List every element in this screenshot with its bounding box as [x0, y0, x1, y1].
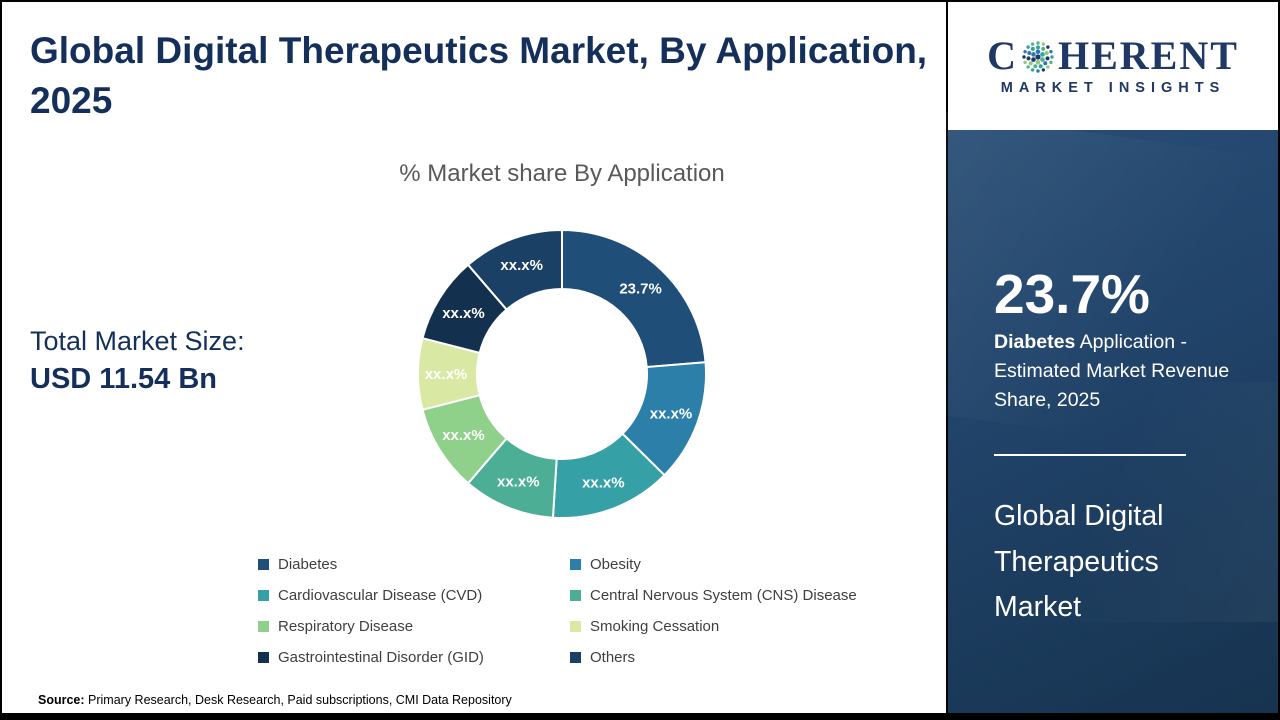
donut-segment-label: xx.x% — [425, 366, 468, 383]
legend-swatch — [258, 652, 269, 663]
brand-wordmark: C HERENT — [987, 36, 1239, 76]
donut-segment-label: 23.7% — [619, 281, 662, 298]
legend-label: Gastrointestinal Disorder (GID) — [278, 649, 484, 666]
donut-segment-7 — [466, 228, 563, 311]
donut-segment-0 — [561, 228, 707, 369]
brand-letter-c: C — [987, 33, 1018, 78]
total-market-size-value: USD 11.54 Bn — [30, 363, 217, 395]
legend-label: Respiratory Disease — [278, 618, 414, 635]
main-panel: Global Digital Therapeutics Market, By A… — [2, 2, 950, 713]
legend-swatch — [258, 621, 269, 632]
total-market-size: Total Market Size: USD 11.54 Bn — [30, 326, 245, 396]
source-label: Source: — [38, 693, 85, 707]
brand-letters-rest: HERENT — [1057, 33, 1239, 78]
legend-swatch — [570, 559, 581, 570]
sidebar-market-title: Global Digital Therapeutics Market — [994, 500, 1164, 624]
legend-item: Cardiovascular Disease (CVD) — [258, 585, 570, 606]
donut-segment-label: xx.x% — [497, 473, 540, 490]
total-market-size-label: Total Market Size: — [30, 326, 245, 356]
brand-subtitle: MARKET INSIGHTS — [1000, 80, 1226, 96]
donut-segment-label: xx.x% — [582, 474, 625, 491]
legend-swatch — [570, 652, 581, 663]
donut-segment-label: xx.x% — [650, 406, 693, 423]
legend-item: Obesity — [570, 554, 857, 575]
highlight-stat-keyword: Diabetes — [994, 331, 1076, 353]
legend-label: Others — [590, 649, 636, 666]
legend-label: Smoking Cessation — [590, 618, 720, 635]
donut-segment-label: xx.x% — [500, 257, 543, 274]
legend-swatch — [258, 590, 269, 601]
legend-item: Respiratory Disease — [258, 616, 570, 637]
highlight-stat-rest: Application - Estimated Market Revenue S… — [994, 331, 1230, 411]
legend-item: Others — [570, 647, 857, 668]
legend-label: Cardiovascular Disease (CVD) — [278, 587, 483, 604]
legend-swatch — [570, 590, 581, 601]
chart-title: % Market share By Application — [399, 160, 725, 187]
highlight-stat-value: 23.7% — [994, 263, 1150, 325]
brand-logo: C HERENT MARKET INSIGHTS — [948, 2, 1278, 130]
legend-swatch — [258, 559, 269, 570]
legend-label: Central Nervous System (CNS) Disease — [590, 587, 857, 604]
page-title: Global Digital Therapeutics Market, By A… — [30, 30, 928, 121]
sidebar-divider — [994, 454, 1186, 456]
legend-swatch — [570, 621, 581, 632]
donut-chart: 23.7% xx.x% xx.x% xx.x% xx.x% xx.x% xx.x% xx.x% — [417, 228, 707, 519]
legend-item: Gastrointestinal Disorder (GID) — [258, 647, 570, 668]
legend-item: Diabetes — [258, 554, 570, 575]
legend-item: Central Nervous System (CNS) Disease — [570, 585, 857, 606]
legend-item: Smoking Cessation — [570, 616, 857, 637]
legend-label: Diabetes — [278, 556, 338, 573]
source-note: Source: Primary Research, Desk Research,… — [38, 693, 512, 707]
sidebar-panel: C HERENT MARKET INSIGHTS 23.7% Diabetes … — [928, 2, 1278, 713]
highlight-stat-description: Diabetes Application - Estimated Market … — [994, 328, 1242, 415]
source-text: Primary Research, Desk Research, Paid su… — [84, 693, 512, 707]
donut-segment-label: xx.x% — [442, 305, 485, 322]
chart-legend: Diabetes Obesity Cardiovascular Disease (C… — [258, 554, 857, 668]
dotted-globe-icon — [1022, 41, 1054, 73]
legend-label: Obesity — [590, 556, 641, 573]
donut-segment-label: xx.x% — [442, 427, 485, 444]
